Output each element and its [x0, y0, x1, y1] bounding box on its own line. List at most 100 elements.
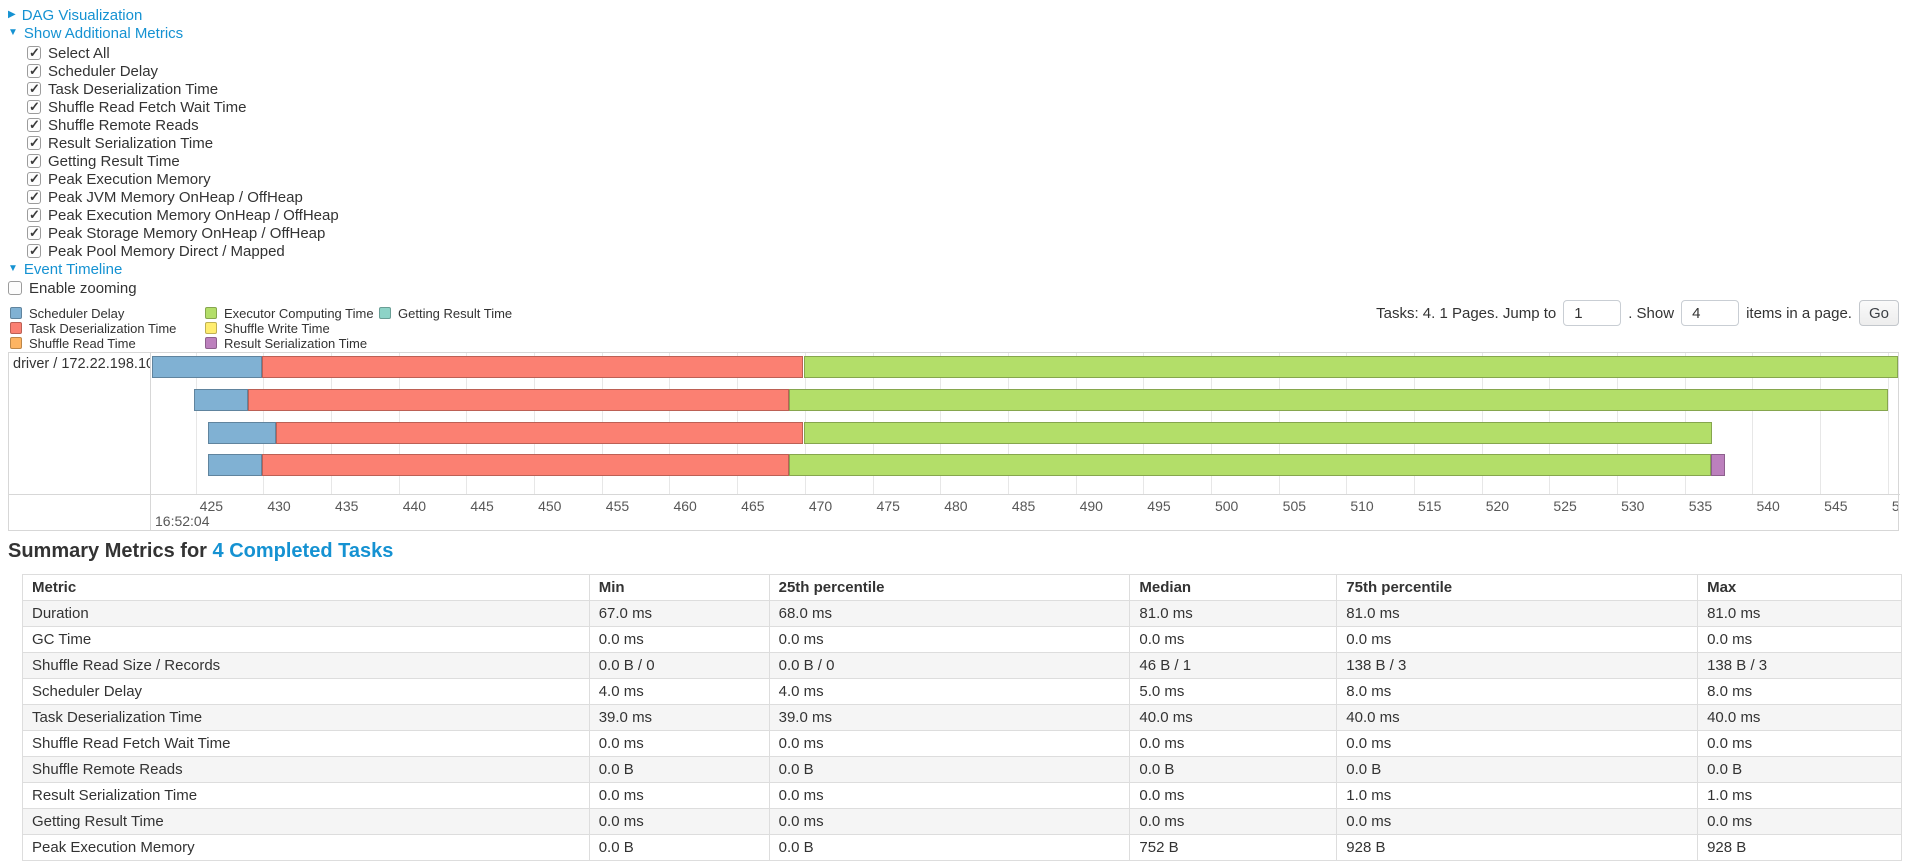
- metric-checkbox-peak-storage-memory-onheap-offheap[interactable]: [27, 225, 41, 241]
- metric-value-cell: 138 B / 3: [1697, 652, 1902, 679]
- metric-value-cell: 0.0 ms: [1697, 730, 1902, 757]
- task-segment-scheduler-delay[interactable]: [207, 454, 262, 476]
- task-segment-task-deserialization[interactable]: [275, 422, 804, 444]
- metric-value-cell: 39.0 ms: [768, 704, 1131, 731]
- metric-checkbox-row: Peak Execution Memory OnHeap / OffHeap: [27, 206, 339, 224]
- event-timeline-toggle[interactable]: ▼ Event Timeline: [8, 260, 122, 278]
- metric-value-cell: 0.0 ms: [588, 730, 770, 757]
- task-segment-task-deserialization[interactable]: [247, 389, 790, 411]
- tasks-pagination-text: Tasks: 4. 1 Pages. Jump to: [1376, 304, 1557, 322]
- axis-tick-label: 480: [944, 498, 968, 514]
- legend-item: Executor Computing Time: [205, 306, 374, 321]
- axis-tick-label: 510: [1350, 498, 1374, 514]
- metric-checkbox-shuffle-remote-reads[interactable]: [27, 117, 41, 133]
- task-segment-executor-computing[interactable]: [789, 389, 1888, 411]
- event-timeline-link[interactable]: Event Timeline: [23, 260, 123, 278]
- enable-zooming-row: Enable zooming: [8, 279, 137, 297]
- task-segment-task-deserialization[interactable]: [262, 454, 790, 476]
- metric-checkbox-select-all[interactable]: [27, 45, 41, 61]
- legend-label: Result Serialization Time: [224, 335, 368, 351]
- legend-swatch: [10, 307, 22, 320]
- task-segment-executor-computing[interactable]: [803, 422, 1712, 444]
- metric-checkbox-result-serialization-time[interactable]: [27, 135, 41, 151]
- metric-value-cell: 0.0 ms: [768, 782, 1131, 809]
- metric-value-cell: 0.0 ms: [1129, 626, 1338, 653]
- summary-heading-text: Summary Metrics for: [8, 540, 213, 562]
- completed-tasks-link[interactable]: 4 Completed Tasks: [212, 540, 394, 562]
- axis-gridline: [1752, 353, 1754, 494]
- task-timeline-row: [151, 389, 1898, 411]
- task-timeline-row: [151, 422, 1898, 444]
- metric-checkbox-row: Peak Storage Memory OnHeap / OffHeap: [27, 224, 339, 242]
- metric-checkbox-shuffle-read-fetch-wait-time[interactable]: [27, 99, 41, 115]
- enable-zooming-checkbox[interactable]: [8, 281, 22, 295]
- summary-metrics-heading: Summary Metrics for 4 Completed Tasks: [8, 540, 393, 563]
- metric-value-cell: 0.0 B: [588, 834, 770, 861]
- metric-value-cell: 0.0 ms: [1129, 730, 1338, 757]
- task-segment-scheduler-delay[interactable]: [151, 356, 262, 378]
- timeline-group-column: driver / 172.22.198.104: [9, 353, 151, 530]
- axis-tick-label: 540: [1756, 498, 1780, 514]
- items-in-page-label: items in a page.: [1746, 304, 1852, 322]
- jump-to-page-input[interactable]: [1563, 300, 1622, 326]
- metric-value-cell: 67.0 ms: [588, 600, 770, 627]
- task-segment-scheduler-delay[interactable]: [207, 422, 276, 444]
- axis-tick-label: 425: [199, 498, 224, 514]
- metric-checkbox-label: Task Deserialization Time: [48, 80, 219, 98]
- enable-zooming-label: Enable zooming: [29, 279, 137, 297]
- metric-value-cell: 0.0 ms: [588, 626, 770, 653]
- legend-item: Result Serialization Time: [205, 336, 374, 351]
- metric-value-cell: 40.0 ms: [1129, 704, 1338, 731]
- metric-checkbox-row: Peak Execution Memory: [27, 170, 339, 188]
- dag-visualization-toggle[interactable]: ▶ DAG Visualization: [8, 6, 142, 24]
- metric-checkbox-peak-execution-memory[interactable]: [27, 171, 41, 187]
- task-segment-scheduler-delay[interactable]: [193, 389, 248, 411]
- metric-value-cell: 0.0 ms: [588, 782, 770, 809]
- task-timeline-row: [151, 356, 1898, 378]
- axis-tick-label: 465: [741, 498, 765, 514]
- axis-gridline: [1820, 353, 1822, 494]
- axis-tick-label: 550: [1891, 498, 1898, 514]
- metric-value-cell: 928 B: [1336, 834, 1699, 861]
- metric-checkbox-peak-pool-memory-direct-mapped[interactable]: [27, 243, 41, 259]
- task-segment-executor-computing[interactable]: [789, 454, 1711, 476]
- items-per-page-input[interactable]: [1681, 300, 1740, 326]
- metric-value-cell: 138 B / 3: [1336, 652, 1699, 679]
- metric-value-cell: 0.0 ms: [1336, 626, 1699, 653]
- metric-checkbox-label: Peak Execution Memory: [48, 170, 211, 188]
- show-additional-metrics-link[interactable]: Show Additional Metrics: [23, 24, 184, 42]
- legend-label: Task Deserialization Time: [29, 320, 177, 336]
- axis-tick-label: 430: [267, 498, 291, 514]
- legend-item: Task Deserialization Time: [10, 321, 176, 336]
- metric-name-cell: Duration: [22, 600, 590, 627]
- metric-checkbox-row: Getting Result Time: [27, 152, 339, 170]
- metric-value-cell: 40.0 ms: [1697, 704, 1902, 731]
- axis-tick-label: 530: [1621, 498, 1645, 514]
- go-button[interactable]: Go: [1858, 300, 1899, 326]
- show-additional-metrics-toggle[interactable]: ▼ Show Additional Metrics: [8, 24, 183, 42]
- metric-value-cell: 81.0 ms: [1336, 600, 1699, 627]
- metric-name-cell: Shuffle Read Size / Records: [22, 652, 590, 679]
- legend-item: Getting Result Time: [379, 306, 512, 321]
- task-segment-task-deserialization[interactable]: [262, 356, 804, 378]
- dag-visualization-link[interactable]: DAG Visualization: [21, 6, 143, 24]
- metric-checkbox-peak-jvm-memory-onheap-offheap[interactable]: [27, 189, 41, 205]
- task-segment-executor-computing[interactable]: [803, 356, 1898, 378]
- legend-label: Executor Computing Time: [224, 305, 374, 321]
- metric-checkbox-getting-result-time[interactable]: [27, 153, 41, 169]
- metric-value-cell: 40.0 ms: [1336, 704, 1699, 731]
- metric-checkbox-peak-execution-memory-onheap-offheap[interactable]: [27, 207, 41, 223]
- timeline-plot-area: 16:52:04 425 430 435 440 445 450 455 460 465 470 4…: [151, 353, 1898, 530]
- axis-tick-label: 470: [808, 498, 833, 514]
- event-timeline-chart: driver / 172.22.198.104 16:52:04 425 430 4…: [8, 352, 1900, 531]
- legend-item: Shuffle Read Time: [10, 336, 176, 351]
- metric-name-cell: Shuffle Remote Reads: [22, 756, 590, 783]
- metric-checkbox-scheduler-delay[interactable]: [27, 63, 41, 79]
- axis-tick-label: 455: [605, 498, 630, 514]
- metric-checkbox-task-deserialization-time[interactable]: [27, 81, 41, 97]
- table-column-header: Max: [1697, 574, 1902, 601]
- metric-value-cell: 0.0 B: [1697, 756, 1902, 783]
- task-segment-result-serialization[interactable]: [1710, 454, 1726, 476]
- metric-value-cell: 8.0 ms: [1697, 678, 1902, 705]
- table-column-header: Median: [1129, 574, 1338, 601]
